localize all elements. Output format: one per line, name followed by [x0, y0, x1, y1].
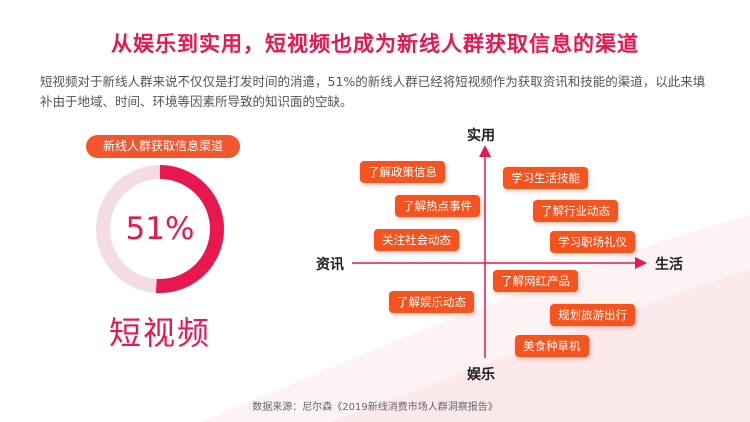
- tag-industry-news: 了解行业动态: [533, 200, 618, 222]
- axis-label-left: 资讯: [316, 257, 344, 273]
- source-note: 数据来源：尼尔森《2019新线消费市场人群洞察报告》: [252, 402, 498, 413]
- tag-food-recommendation: 美食种草机: [515, 335, 589, 357]
- axis-label-right: 生活: [655, 257, 683, 273]
- tag-social-news: 关注社会动态: [374, 229, 459, 251]
- stat-badge: 新线人群获取信息渠道: [86, 135, 240, 158]
- tag-influencer-products: 了解网红产品: [493, 270, 578, 292]
- tag-travel-planning: 规划旅游出行: [550, 304, 635, 326]
- donut-chart: [96, 165, 224, 293]
- donut-caption: 短视频: [108, 314, 211, 352]
- tag-workplace-etiquette: 学习职场礼仪: [550, 231, 635, 253]
- tag-life-skills: 学习生活技能: [503, 167, 588, 189]
- axis-label-top: 实用: [467, 128, 495, 144]
- donut-value-arc: [96, 165, 224, 293]
- page-title: 从娱乐到实用，短视频也成为新线人群获取信息的渠道: [111, 32, 639, 56]
- tag-hot-events: 了解热点事件: [395, 195, 480, 217]
- tag-entertainment-news: 了解娱乐动态: [389, 291, 474, 313]
- tag-policy-info: 了解政策信息: [360, 161, 445, 183]
- donut-percent-label: 51%: [125, 211, 195, 247]
- intro-paragraph: 短视频对于新线人群来说不仅仅是打发时间的消遣，51%的新线人群已经将短视频作为获…: [40, 74, 706, 109]
- axis-label-bottom: 娱乐: [467, 367, 495, 383]
